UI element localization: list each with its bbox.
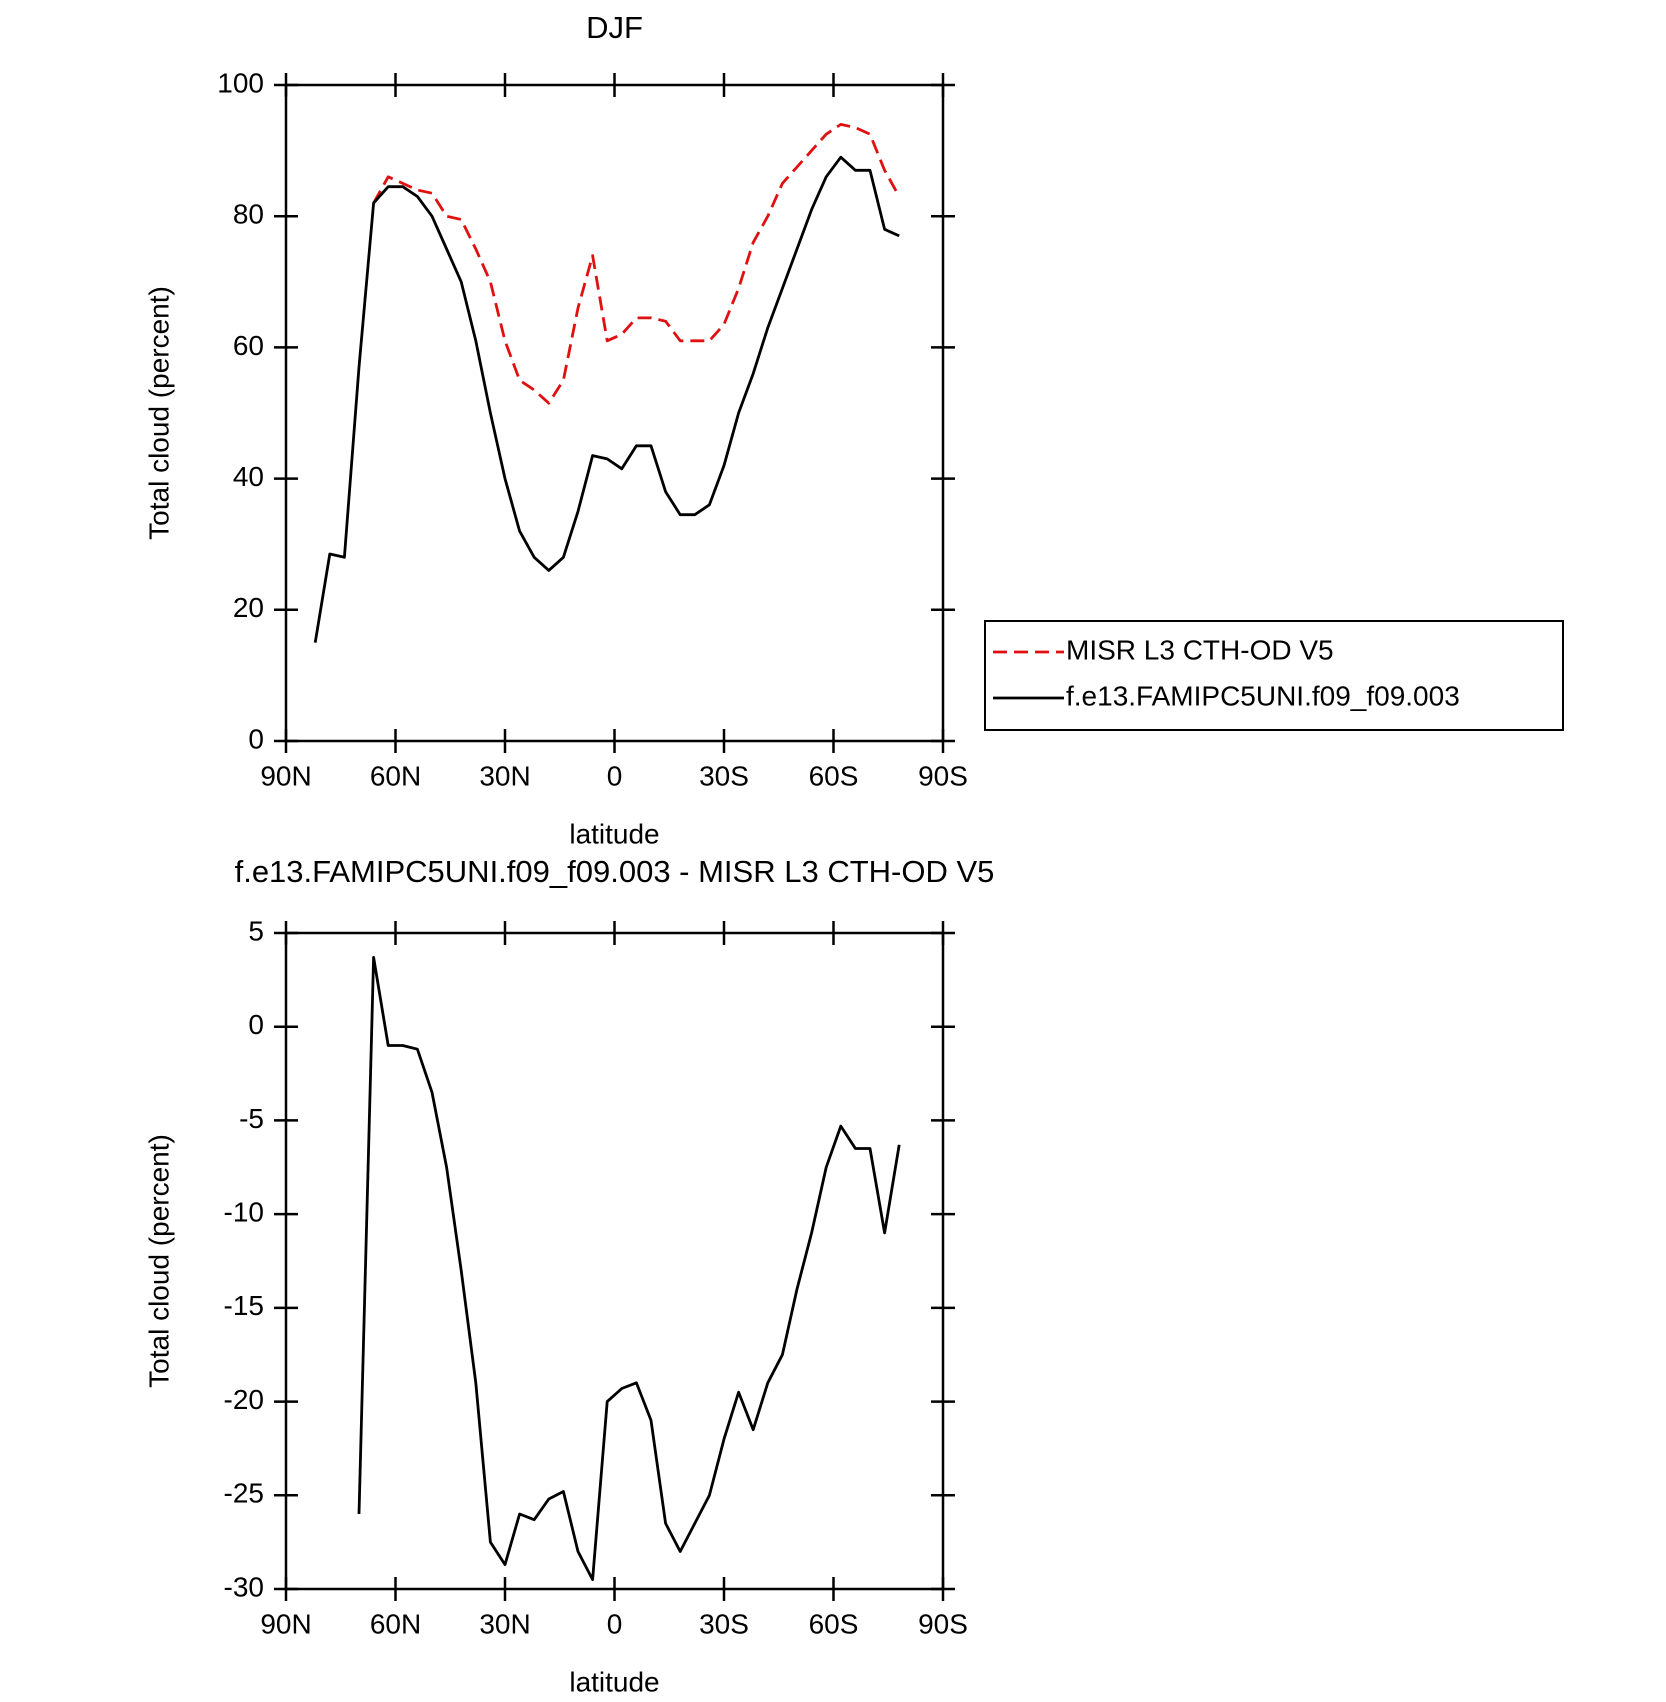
chart-panel: f.e13.FAMIPC5UNI.f09_f09.003 - MISR L3 C… xyxy=(143,854,994,1697)
y-tick-label: -10 xyxy=(224,1197,264,1228)
x-tick-label: 90N xyxy=(260,1608,311,1639)
y-tick-label: 20 xyxy=(233,592,264,623)
data-line xyxy=(372,123,901,405)
x-tick-label: 90S xyxy=(918,1608,968,1639)
data-line xyxy=(313,155,900,643)
x-tick-label: 60N xyxy=(370,1608,421,1639)
chart-panel: DJF 0 20 40 60 80 100 90N 60N 30N 0 30S 60S 90S latitu… xyxy=(143,10,1564,849)
x-tick-label: 0 xyxy=(607,760,623,791)
x-tick-label: 30S xyxy=(699,760,749,791)
x-tick-label: 90N xyxy=(260,760,311,791)
y-tick-label: 100 xyxy=(217,67,264,98)
y-tick-label: 0 xyxy=(248,1009,264,1040)
y-tick-label: 40 xyxy=(233,461,264,492)
legend-label: MISR L3 CTH-OD V5 xyxy=(1066,634,1334,665)
y-axis-label: Total cloud (percent) xyxy=(143,1134,174,1388)
legend-box xyxy=(984,620,1564,731)
y-tick-label: 0 xyxy=(248,723,264,754)
y-tick-label: -30 xyxy=(224,1571,264,1602)
x-tick-label: 30N xyxy=(479,760,530,791)
x-tick-label: 30N xyxy=(479,1608,530,1639)
x-tick-label: 30S xyxy=(699,1608,749,1639)
x-tick-label: 90S xyxy=(918,760,968,791)
chart-title: f.e13.FAMIPC5UNI.f09_f09.003 - MISR L3 C… xyxy=(235,854,995,889)
y-tick-label: -20 xyxy=(224,1384,264,1415)
x-axis-label: latitude xyxy=(569,1666,659,1697)
y-tick-label: 5 xyxy=(248,915,264,946)
y-tick-label: 60 xyxy=(233,330,264,361)
y-axis-label: Total cloud (percent) xyxy=(143,286,174,540)
chart-title: DJF xyxy=(586,10,643,45)
y-tick-label: -15 xyxy=(224,1290,264,1321)
x-axis-label: latitude xyxy=(569,818,659,849)
x-tick-label: 0 xyxy=(607,1608,623,1639)
x-tick-label: 60S xyxy=(809,760,859,791)
y-tick-label: -5 xyxy=(239,1103,264,1134)
y-tick-label: -25 xyxy=(224,1478,264,1509)
y-tick-label: 80 xyxy=(233,199,264,230)
data-line xyxy=(357,956,901,1581)
legend-label: f.e13.FAMIPC5UNI.f09_f09.003 xyxy=(1066,680,1460,711)
x-tick-label: 60S xyxy=(809,1608,859,1639)
x-tick-label: 60N xyxy=(370,760,421,791)
